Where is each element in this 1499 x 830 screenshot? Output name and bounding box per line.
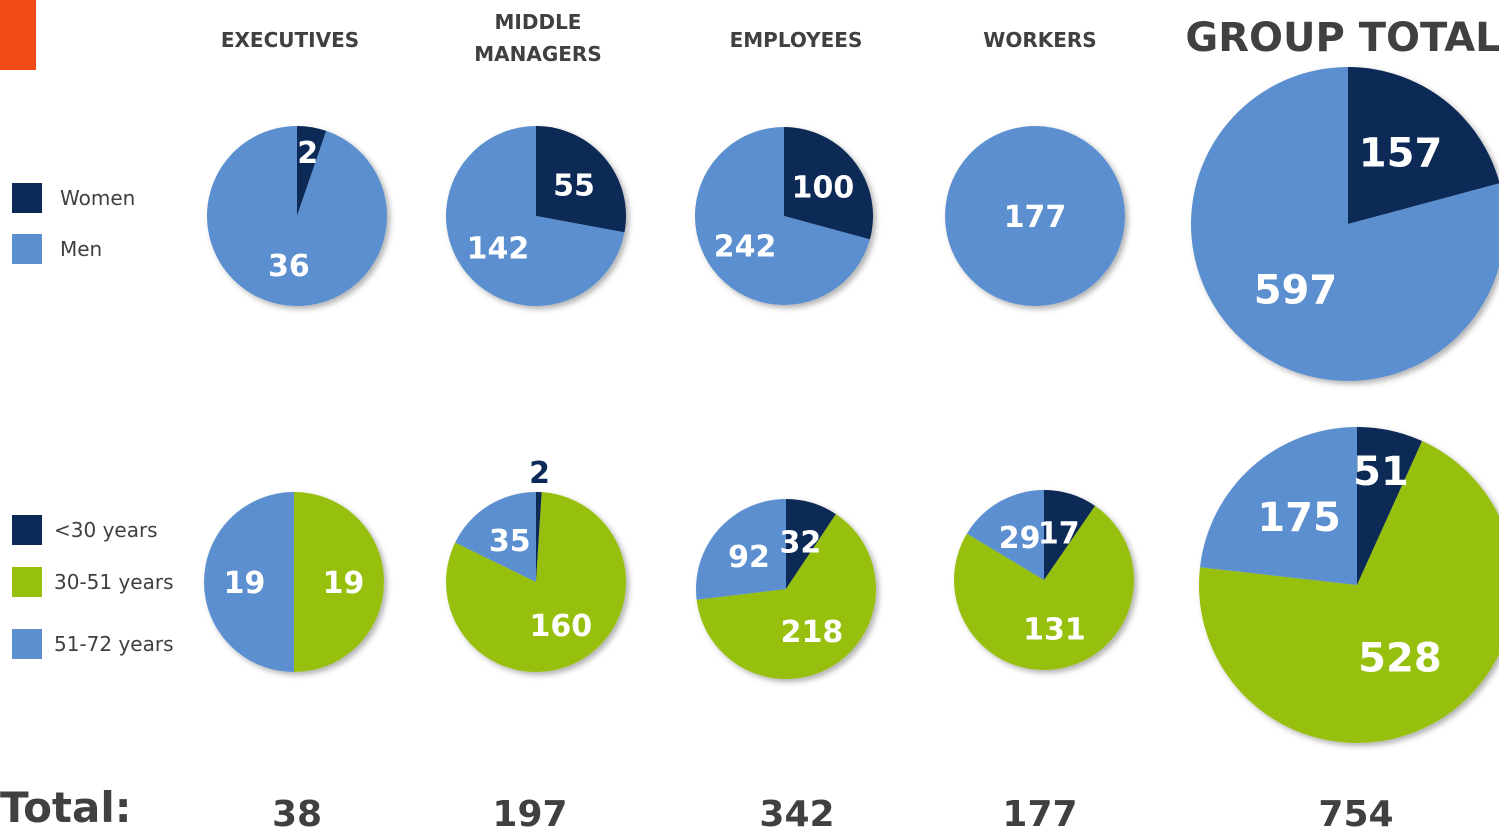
legend-swatch <box>12 515 42 545</box>
slice-label: 528 <box>1358 636 1442 682</box>
pie-slice <box>695 127 870 305</box>
slice-label: 29 <box>999 521 1041 556</box>
pie-slice <box>1199 441 1499 743</box>
pie <box>446 492 627 672</box>
pie-slice <box>1348 67 1499 224</box>
legend-swatch <box>12 629 42 659</box>
pie <box>945 126 1125 306</box>
column-header: GROUP TOTAL <box>1185 15 1499 61</box>
legend-label: Women <box>60 186 135 210</box>
pie-slice <box>536 126 626 233</box>
pie-slice <box>1199 427 1357 585</box>
pie <box>695 127 874 305</box>
legend-swatch <box>12 183 42 213</box>
column-total: 38 <box>272 794 322 830</box>
legend-label: Men <box>60 237 102 261</box>
legend-swatch <box>12 567 42 597</box>
pie-slice <box>786 499 836 589</box>
slice-label: 242 <box>714 230 777 265</box>
pie-slice <box>954 505 1134 671</box>
column-total: 197 <box>492 794 567 830</box>
slice-label: 19 <box>323 566 365 601</box>
column-total: 177 <box>1002 794 1077 830</box>
slice-label: 17 <box>1038 517 1080 552</box>
slice-label: 2 <box>297 136 318 171</box>
total-label: Total: <box>0 783 132 830</box>
slice-label: 177 <box>1004 200 1067 235</box>
pie-slice <box>446 492 627 672</box>
column-header: MIDDLE MANAGERS <box>474 10 602 66</box>
slice-label: 2 <box>529 456 550 491</box>
column-header: EMPLOYEES <box>729 28 863 52</box>
slice-label: 35 <box>489 524 531 559</box>
pie-slice <box>446 126 625 306</box>
pie <box>206 125 387 306</box>
pie-slice <box>966 490 1044 580</box>
slice-label: 100 <box>792 170 855 205</box>
slice-label: 160 <box>530 609 593 644</box>
column-header: EXECUTIVES <box>220 28 360 52</box>
legend-label: <30 years <box>54 518 158 542</box>
slice-label: 19 <box>224 566 266 601</box>
slice-label: 36 <box>268 249 310 284</box>
pie <box>1191 67 1499 381</box>
pie-slice <box>1191 67 1499 381</box>
slice-label: 131 <box>1023 612 1086 647</box>
pie <box>954 490 1134 671</box>
slice-label: 51 <box>1353 449 1409 495</box>
slice-label: 157 <box>1359 130 1443 176</box>
legend-swatch <box>12 234 42 264</box>
pie <box>696 499 877 679</box>
pie-slice <box>945 126 1125 306</box>
pie <box>1199 427 1499 743</box>
pie <box>204 492 384 672</box>
slice-label: 218 <box>781 615 844 650</box>
pie-slice <box>455 492 536 582</box>
column-total: 342 <box>759 794 834 830</box>
slice-label: 175 <box>1257 495 1341 541</box>
pie-slice <box>204 492 294 672</box>
pie <box>446 126 626 306</box>
slice-label: 55 <box>553 168 595 203</box>
slice-label: 92 <box>728 540 770 575</box>
pie-slice <box>1044 490 1096 580</box>
pie-slice <box>294 492 384 672</box>
legend-label: 30-51 years <box>54 570 174 594</box>
pie-slice <box>696 499 786 600</box>
pie-slice <box>696 514 877 679</box>
slice-label: 32 <box>779 526 821 561</box>
legend-label: 51-72 years <box>54 632 174 656</box>
pie-slice <box>784 127 874 240</box>
pie-slice <box>1357 427 1423 585</box>
slice-label: 142 <box>467 232 530 267</box>
pie-slice <box>297 126 327 216</box>
logo-block <box>0 0 36 70</box>
pie-slice <box>536 492 542 582</box>
column-total: 754 <box>1318 794 1393 830</box>
pie-slice <box>206 125 387 306</box>
slice-label: 597 <box>1254 268 1338 314</box>
column-header: WORKERS <box>983 28 1097 52</box>
